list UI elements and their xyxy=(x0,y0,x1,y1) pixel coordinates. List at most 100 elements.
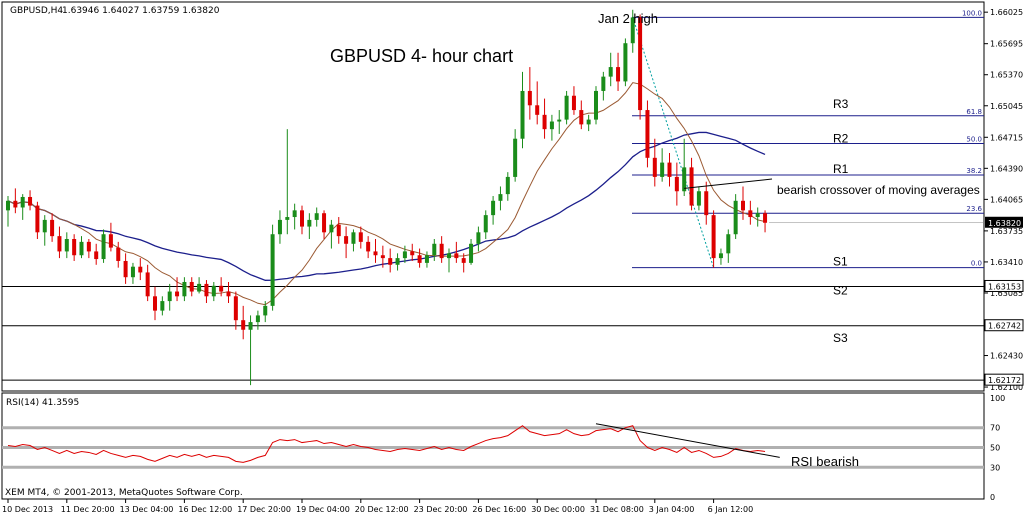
candle-body xyxy=(145,272,150,297)
candle-body xyxy=(454,253,459,259)
y-tick-label: 1.65370 xyxy=(990,71,1023,80)
y-tick-label: 1.63735 xyxy=(990,227,1023,236)
crossover-label: bearish crossover of moving averages xyxy=(777,183,980,197)
candle-body xyxy=(549,121,554,130)
rsi-trendline xyxy=(595,423,780,458)
candle-body xyxy=(167,291,172,302)
x-tick-label: 30 Dec 00:00 xyxy=(531,505,585,514)
rsi-tick-label: 100 xyxy=(990,394,1005,403)
candle-body xyxy=(638,17,643,111)
price-box xyxy=(984,319,1024,332)
x-tick-label: 19 Dec 04:00 xyxy=(296,505,350,514)
candle-body xyxy=(50,219,55,237)
candle-body xyxy=(748,210,753,218)
candle-body xyxy=(13,200,18,208)
candle-body xyxy=(535,105,540,115)
candle-body xyxy=(322,213,327,233)
candle-body xyxy=(351,232,356,244)
candle-body xyxy=(226,291,231,297)
candle-body xyxy=(130,266,135,278)
candle-body xyxy=(307,219,312,227)
candle-body xyxy=(505,176,510,195)
candle-body xyxy=(498,194,503,201)
candle-body xyxy=(601,76,606,91)
candle-body xyxy=(285,217,290,220)
candle-body xyxy=(726,234,731,254)
candle-body xyxy=(483,215,488,233)
candle-body xyxy=(160,301,165,311)
candle-body xyxy=(424,255,429,263)
x-tick-label: 16 Dec 12:00 xyxy=(178,505,232,514)
price-box-label: 1.62172 xyxy=(988,376,1021,385)
candle-body xyxy=(557,119,562,122)
candle-body xyxy=(197,283,202,292)
y-tick-label: 1.65695 xyxy=(990,40,1023,49)
crossover-pointer xyxy=(684,178,773,189)
candle-body xyxy=(219,285,224,292)
candle-body xyxy=(755,213,760,218)
x-tick-label: 11 Dec 20:00 xyxy=(61,505,115,514)
y-tick-label: 1.64715 xyxy=(990,133,1023,142)
candle-body xyxy=(263,305,268,316)
current-price-label: 1.63820 xyxy=(988,219,1021,228)
candle-body xyxy=(432,243,437,256)
fib-label: 100.0 xyxy=(962,9,982,17)
candle-body xyxy=(79,241,84,256)
x-tick-label: 10 Dec 2013 xyxy=(2,505,53,514)
candle-body xyxy=(344,236,349,244)
fib-label: 0.0 xyxy=(971,260,982,268)
candle-body xyxy=(417,255,422,263)
fib-label: 38.2 xyxy=(966,167,982,175)
candle-body xyxy=(542,114,547,130)
candle-body xyxy=(138,266,143,273)
rsi-tick-label: 0 xyxy=(990,493,995,502)
candle-body xyxy=(241,320,246,330)
candle-body xyxy=(153,296,157,311)
y-tick-label: 1.66025 xyxy=(990,8,1023,17)
ohlc-label: 1.63946 1.64027 1.63759 1.63820 xyxy=(62,6,220,16)
candle-body xyxy=(358,232,363,242)
candle-body xyxy=(270,234,275,306)
candle-body xyxy=(57,236,62,252)
candle-body xyxy=(594,90,598,120)
candle-body xyxy=(447,253,451,259)
candle-body xyxy=(329,224,334,233)
candle-body xyxy=(491,200,496,216)
candle-body xyxy=(20,196,25,208)
x-tick-label: 26 Dec 16:00 xyxy=(472,505,526,514)
candle-body xyxy=(711,215,716,259)
price-box-label: 1.62742 xyxy=(988,322,1021,331)
candle-body xyxy=(42,219,47,233)
fib-label: 23.6 xyxy=(966,205,982,213)
level-label-s1: S1 xyxy=(833,255,848,269)
candle-body xyxy=(72,239,77,256)
candle-body xyxy=(527,90,532,106)
candle-body xyxy=(388,258,393,265)
fib-label: 50.0 xyxy=(966,135,982,143)
candle-body xyxy=(64,239,69,252)
rsi-tick-label: 50 xyxy=(990,444,1000,453)
candle-body xyxy=(101,234,106,260)
candle-body xyxy=(6,200,10,211)
candle-body xyxy=(28,196,33,206)
candle-body xyxy=(763,213,768,223)
candle-body xyxy=(461,258,466,263)
candle-body xyxy=(248,322,253,330)
candle-body xyxy=(513,138,518,177)
candle-body xyxy=(35,205,40,233)
candle-body xyxy=(667,162,672,177)
candle-body xyxy=(741,200,745,211)
x-tick-label: 20 Dec 12:00 xyxy=(355,505,409,514)
candle-body xyxy=(94,251,99,260)
level-label-s3: S3 xyxy=(833,331,848,345)
x-tick-label: 23 Dec 20:00 xyxy=(414,505,468,514)
candle-body xyxy=(696,191,701,206)
candle-body xyxy=(564,95,569,120)
candle-body xyxy=(336,224,341,237)
candle-body xyxy=(175,291,180,297)
jan2-high-label: Jan 2 high xyxy=(598,11,658,26)
y-tick-label: 1.63085 xyxy=(990,289,1023,298)
candle-body xyxy=(86,241,91,252)
y-tick-label: 1.64065 xyxy=(990,195,1023,204)
